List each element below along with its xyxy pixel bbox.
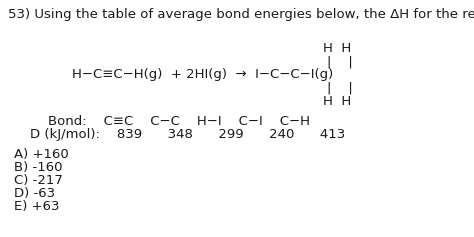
Text: D (kJ/mol):    839      348      299      240      413: D (kJ/mol): 839 348 299 240 413 — [30, 128, 345, 141]
Text: D) -63: D) -63 — [14, 187, 55, 200]
Text: |    |: | | — [327, 82, 353, 95]
Text: A) +160: A) +160 — [14, 148, 69, 161]
Text: H  H: H H — [323, 42, 351, 55]
Text: C) -217: C) -217 — [14, 174, 63, 187]
Text: H−C≡C−H(g)  + 2HI(g)  →  I−C−C−I(g): H−C≡C−H(g) + 2HI(g) → I−C−C−I(g) — [72, 68, 333, 81]
Text: 53) Using the table of average bond energies below, the ΔH for the reaction is _: 53) Using the table of average bond ener… — [8, 8, 474, 21]
Text: B) -160: B) -160 — [14, 161, 63, 174]
Text: |    |: | | — [327, 55, 353, 68]
Text: H  H: H H — [323, 95, 351, 108]
Text: E) +63: E) +63 — [14, 200, 60, 213]
Text: Bond:    C≡C    C−C    H−I    C−I    C−H: Bond: C≡C C−C H−I C−I C−H — [48, 115, 310, 128]
